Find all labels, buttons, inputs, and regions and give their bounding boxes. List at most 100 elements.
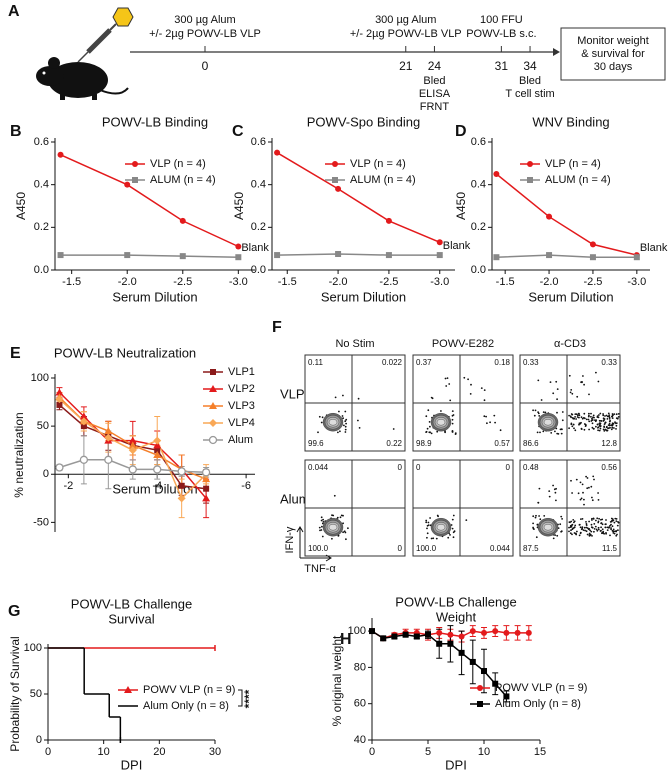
cell-dot: [571, 413, 574, 416]
legend-marker: [477, 685, 483, 691]
x-tick-label: -2.5: [379, 276, 398, 288]
point: [546, 252, 553, 259]
cell-dot: [597, 526, 600, 529]
panel-letter: F: [272, 319, 282, 336]
y-tick-label: 0.0: [251, 264, 266, 276]
cell-dot: [617, 416, 620, 418]
cell-dot: [615, 518, 618, 520]
point: [201, 468, 211, 477]
y-tick-label: 40: [354, 734, 366, 746]
cell-dot: [429, 425, 431, 428]
point: [235, 243, 242, 250]
cell-dot: [613, 427, 615, 429]
cell-dot: [344, 420, 347, 423]
cell-dot: [428, 431, 431, 434]
cell-dot: [615, 422, 617, 425]
y-tick-label: 0.0: [471, 264, 486, 276]
cell-dot: [590, 412, 592, 415]
cell-dot: [589, 529, 591, 532]
cell-dot: [590, 415, 592, 418]
cell-dot: [430, 432, 433, 435]
cell-dot: [604, 415, 606, 417]
legend-label: Alum Only (n = 8): [143, 700, 229, 712]
cell-dot: [552, 537, 555, 540]
chart-title: WNV Binding: [532, 114, 609, 129]
x-tick-label: -2.0: [329, 276, 348, 288]
cell-dot: [543, 515, 546, 517]
point: [202, 494, 211, 502]
legend-label: VLP (n = 4): [545, 158, 601, 170]
cell-dot: [426, 427, 429, 430]
cell-dot: [581, 518, 584, 520]
quadrant-percent: 99.6: [308, 439, 324, 448]
column-title: No Stim: [335, 338, 374, 350]
cell-dot: [342, 394, 344, 397]
endpoint-label: & survival for: [581, 48, 645, 60]
cell-dot: [599, 412, 602, 415]
cell-dot: [345, 418, 348, 421]
cell-dot: [572, 519, 575, 521]
cell-dot: [560, 515, 563, 518]
cell-dot: [605, 429, 608, 431]
point: [492, 628, 499, 635]
endpoint-label: 30 days: [594, 61, 633, 73]
cell-dot: [571, 492, 573, 494]
point: [153, 465, 162, 474]
cell-dot: [590, 526, 593, 529]
cell-dot: [321, 535, 324, 538]
cell-dot: [463, 376, 466, 379]
y-axis-label: % original weight: [330, 635, 344, 726]
point: [335, 185, 342, 192]
cell-dot: [426, 527, 428, 530]
sampling-label: T cell stim: [505, 88, 554, 100]
y-axis-label: A450: [14, 192, 28, 220]
cell-dot: [569, 532, 572, 535]
cell-dot: [342, 514, 344, 517]
y-tick-label: 100: [31, 372, 49, 384]
panel-letter: C: [232, 123, 244, 140]
cell-dot: [573, 521, 575, 524]
y-tick-label: 0.6: [34, 136, 49, 148]
cell-dot: [573, 427, 575, 430]
point: [425, 631, 431, 638]
point: [503, 693, 510, 700]
quadrant-percent: 87.5: [523, 544, 539, 553]
cell-dot: [611, 518, 614, 520]
cell-dot: [590, 523, 593, 526]
cell-dot: [578, 534, 581, 537]
regimen-label: +/- 2µg POWV-LB VLP: [350, 28, 462, 40]
point: [177, 467, 186, 476]
cell-dot: [560, 530, 563, 533]
cell-dot: [585, 524, 588, 526]
cell-dot: [592, 427, 595, 430]
quadrant-percent: 0.57: [494, 439, 510, 448]
point: [128, 465, 137, 474]
quadrant-percent: 0.18: [494, 358, 510, 367]
cell-dot: [426, 536, 428, 539]
panel-letter: D: [455, 123, 467, 140]
cell-dot: [556, 411, 558, 414]
cell-dot: [598, 429, 601, 432]
cell-dot: [600, 420, 602, 422]
point: [589, 254, 596, 261]
cell-dot: [597, 528, 600, 531]
density-contour: [543, 419, 553, 426]
cell-dot: [445, 385, 448, 387]
cell-dot: [537, 501, 540, 504]
cell-dot: [483, 399, 486, 402]
x-tick-label: -2.0: [540, 276, 559, 288]
series-line: [277, 253, 440, 256]
cell-dot: [605, 523, 607, 525]
day-label: 21: [399, 59, 413, 73]
axis-arrow: [296, 526, 332, 562]
cell-dot: [569, 391, 572, 394]
cell-dot: [580, 381, 582, 384]
x-axis-label: Serum Dilution: [321, 289, 406, 304]
point: [153, 436, 162, 445]
row-label: Alum: [280, 491, 310, 506]
x-axis-label: Serum Dilution: [528, 289, 613, 304]
y-tick-label: 0.4: [251, 179, 266, 191]
cell-dot: [613, 521, 616, 524]
cell-dot: [570, 389, 573, 391]
